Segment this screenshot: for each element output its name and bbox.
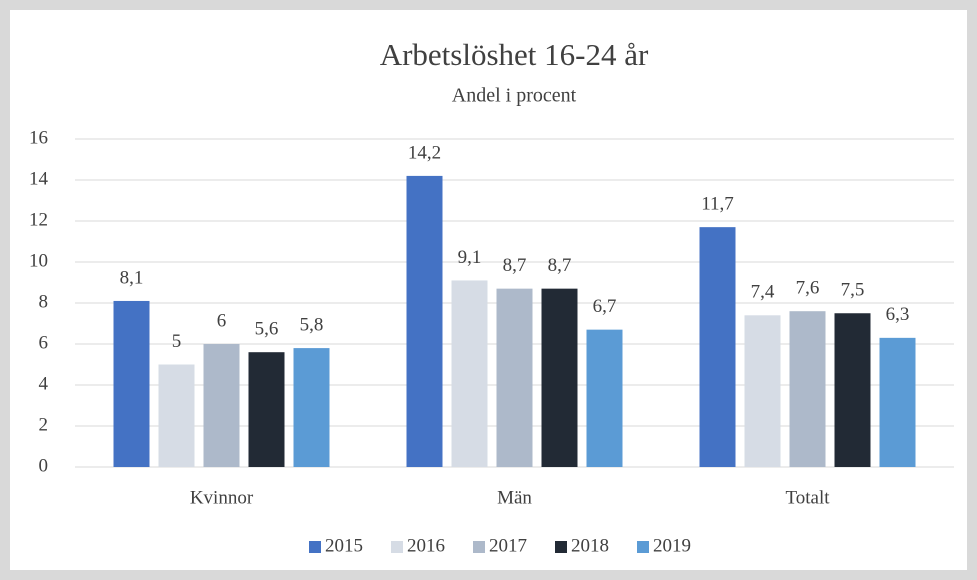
chart-area: [10, 10, 967, 570]
bar: [586, 329, 623, 467]
value-label: 8,7: [503, 255, 527, 276]
value-label: 7,6: [796, 278, 820, 299]
y-tick-label: 8: [39, 291, 49, 312]
value-label: 5: [172, 331, 182, 352]
value-label: 9,1: [458, 247, 482, 268]
bar: [789, 311, 826, 467]
legend-label: 2015: [325, 535, 363, 556]
bar: [248, 352, 285, 467]
y-tick-label: 0: [39, 455, 49, 476]
legend-swatch: [473, 541, 485, 553]
y-tick-label: 16: [29, 127, 48, 148]
value-label: 6: [217, 310, 227, 331]
bar: [744, 315, 781, 467]
value-label: 7,5: [841, 280, 865, 301]
value-label: 8,1: [120, 267, 144, 288]
legend-swatch: [555, 541, 567, 553]
bar: [158, 364, 195, 467]
value-label: 5,6: [255, 319, 279, 340]
chart-title: Arbetslöshet 16-24 år: [380, 37, 649, 72]
legend-label: 2017: [489, 535, 527, 556]
bar: [203, 344, 240, 467]
x-tick-label: Kvinnor: [190, 487, 254, 508]
y-tick-label: 2: [39, 414, 49, 435]
legend-label: 2016: [407, 535, 445, 556]
x-tick-label: Män: [497, 487, 532, 508]
y-tick-label: 10: [29, 250, 48, 271]
legend-swatch: [309, 541, 321, 553]
y-tick-label: 6: [39, 332, 49, 353]
bar: [451, 280, 488, 467]
bar: [541, 288, 578, 467]
value-label: 5,8: [300, 314, 324, 335]
y-tick-label: 4: [39, 373, 49, 394]
bar: [406, 175, 443, 467]
legend-swatch: [637, 541, 649, 553]
bar: [879, 337, 916, 467]
value-label: 6,3: [886, 304, 910, 325]
value-label: 14,2: [408, 142, 441, 163]
bar: [113, 300, 150, 467]
bar: [699, 227, 736, 467]
x-tick-label: Totalt: [785, 487, 830, 508]
legend-label: 2019: [653, 535, 691, 556]
value-label: 6,7: [593, 296, 617, 317]
bar: [496, 288, 533, 467]
legend-label: 2018: [571, 535, 609, 556]
value-label: 11,7: [701, 194, 734, 215]
value-label: 7,4: [751, 282, 775, 303]
value-label: 8,7: [548, 255, 572, 276]
bar: [834, 313, 871, 467]
y-tick-label: 12: [29, 209, 48, 230]
y-tick-label: 14: [29, 168, 49, 189]
chart-subtitle: Andel i procent: [452, 85, 577, 107]
legend-swatch: [391, 541, 403, 553]
bar: [293, 348, 330, 467]
